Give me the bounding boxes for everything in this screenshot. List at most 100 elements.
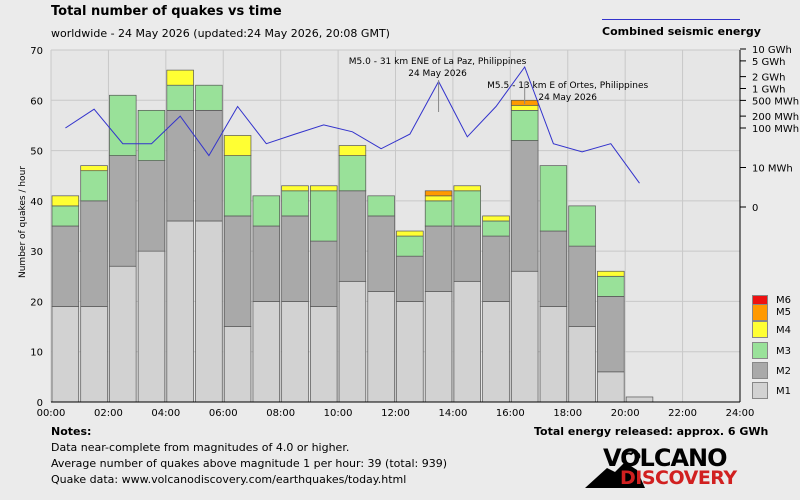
bar-segment-m1 xyxy=(80,306,108,403)
bar-segment-m2 xyxy=(338,190,367,282)
x-tick-label: 12:00 xyxy=(381,408,410,419)
bar-segment-m1 xyxy=(539,306,568,403)
bar-segment-m4 xyxy=(453,185,481,192)
x-tick-label: 08:00 xyxy=(266,408,295,419)
bar-segment-m3 xyxy=(510,109,539,141)
x-tick-label: 04:00 xyxy=(151,408,180,419)
notes-heading: Notes: xyxy=(51,425,92,438)
legend-swatch-m1 xyxy=(752,382,768,399)
legend-label-m5: M5 xyxy=(776,307,791,318)
note-line: Quake data: www.volcanodiscovery.com/ear… xyxy=(51,473,407,486)
x-tick-label: 16:00 xyxy=(496,408,525,419)
bar-segment-m4 xyxy=(338,145,367,156)
bar-segment-m3 xyxy=(568,205,596,247)
total-energy: Total energy released: approx. 6 GWh xyxy=(534,425,769,438)
bar-segment-m1 xyxy=(482,301,510,403)
note-line: Average number of quakes above magnitude… xyxy=(51,457,447,470)
bar-segment-m4 xyxy=(424,195,453,202)
bar-segment-m1 xyxy=(281,301,309,403)
bar-segment-m2 xyxy=(281,215,309,302)
bar-segment-m4 xyxy=(281,185,309,192)
bar-segment-m3 xyxy=(137,109,166,161)
energy-legend-line xyxy=(602,19,740,20)
legend-label-m3: M3 xyxy=(776,346,791,357)
energy-tick-label: 100 MWh xyxy=(752,124,799,135)
bar-segment-m3 xyxy=(252,195,281,227)
bar-segment-m3 xyxy=(453,190,481,227)
bar-segment-m2 xyxy=(482,235,510,302)
bar-segment-m1 xyxy=(137,250,166,403)
energy-legend-label: Combined seismic energy xyxy=(602,25,761,38)
y-tick-label: 70 xyxy=(30,46,43,57)
legend-swatch-m3 xyxy=(752,342,768,359)
x-tick-label: 10:00 xyxy=(324,408,353,419)
bar-segment-m1 xyxy=(453,280,481,403)
y-tick-label: 30 xyxy=(30,247,43,258)
x-tick-label: 02:00 xyxy=(94,408,123,419)
bar-segment-m1 xyxy=(310,306,338,403)
bar-segment-m3 xyxy=(597,275,625,297)
bar-segment-m4 xyxy=(51,195,80,207)
legend-swatch-m4 xyxy=(752,321,768,338)
bar-segment-m2 xyxy=(539,230,568,307)
bar-segment-m1 xyxy=(396,301,424,403)
bar-segment-m1 xyxy=(223,326,252,403)
energy-tick-label: 5 GWh xyxy=(752,57,786,68)
bar-segment-m1 xyxy=(338,280,367,403)
legend-label-m2: M2 xyxy=(776,366,791,377)
bar-segment-m1 xyxy=(597,371,625,403)
bar-segment-m2 xyxy=(453,225,481,282)
bar-segment-m3 xyxy=(80,170,108,202)
chart-subtitle: worldwide - 24 May 2026 (updated:24 May … xyxy=(51,27,390,40)
bar-segment-m3 xyxy=(310,190,338,242)
bar-segment-m2 xyxy=(109,155,137,267)
bar-segment-m3 xyxy=(109,94,137,156)
bar-segment-m5 xyxy=(424,190,453,197)
bar-segment-m2 xyxy=(396,255,424,302)
annotation-text: 24 May 2026 xyxy=(408,69,467,79)
bar-segment-m2 xyxy=(223,215,252,327)
energy-line xyxy=(65,65,640,184)
bar-segment-m3 xyxy=(367,195,395,217)
energy-tick-label: 200 MWh xyxy=(752,112,799,123)
bar-segment-m3 xyxy=(223,155,252,217)
bar-segment-m3 xyxy=(482,220,510,237)
x-tick-label: 24:00 xyxy=(726,408,755,419)
energy-tick-label: 10 GWh xyxy=(752,45,792,56)
bar-segment-m3 xyxy=(338,155,367,192)
bar-segment-m4 xyxy=(510,104,539,111)
bar-segment-m1 xyxy=(109,265,137,403)
bar-segment-m3 xyxy=(51,205,80,227)
bar-segment-m2 xyxy=(510,140,539,272)
bar-segment-m2 xyxy=(310,240,338,307)
energy-tick-label: 2 GWh xyxy=(752,73,786,84)
bar-segment-m2 xyxy=(252,225,281,302)
bar-segment-m4 xyxy=(597,270,625,277)
chart-title: Total number of quakes vs time xyxy=(51,4,282,19)
logo-text-discovery: DISCOVERY xyxy=(620,467,737,489)
legend-label-m1: M1 xyxy=(776,386,791,397)
x-tick-label: 20:00 xyxy=(611,408,640,419)
energy-tick-label: 0 xyxy=(752,203,758,214)
annotation-text: 24 May 2026 xyxy=(538,93,597,103)
bar-segment-m2 xyxy=(597,296,625,373)
bar-segment-m2 xyxy=(568,245,596,327)
bar-segment-m1 xyxy=(51,306,80,403)
bar-segment-m2 xyxy=(424,225,453,292)
x-tick-label: 06:00 xyxy=(209,408,238,419)
bar-segment-m1 xyxy=(568,326,596,403)
bar-segment-m4 xyxy=(482,215,510,222)
legend-swatch-m2 xyxy=(752,362,768,379)
bar-segment-m3 xyxy=(539,165,568,232)
y-tick-label: 50 xyxy=(30,147,43,158)
bar-segment-m1 xyxy=(195,220,223,403)
bar-segment-m2 xyxy=(137,160,166,252)
bar-segment-m1 xyxy=(510,270,539,403)
bar-segment-m1 xyxy=(252,301,281,403)
bar-segment-m3 xyxy=(424,200,453,227)
bar-segment-m3 xyxy=(281,190,309,217)
legend-label-m4: M4 xyxy=(776,325,791,336)
bar-segment-m1 xyxy=(367,291,395,403)
energy-tick-label: 1 GWh xyxy=(752,85,786,96)
